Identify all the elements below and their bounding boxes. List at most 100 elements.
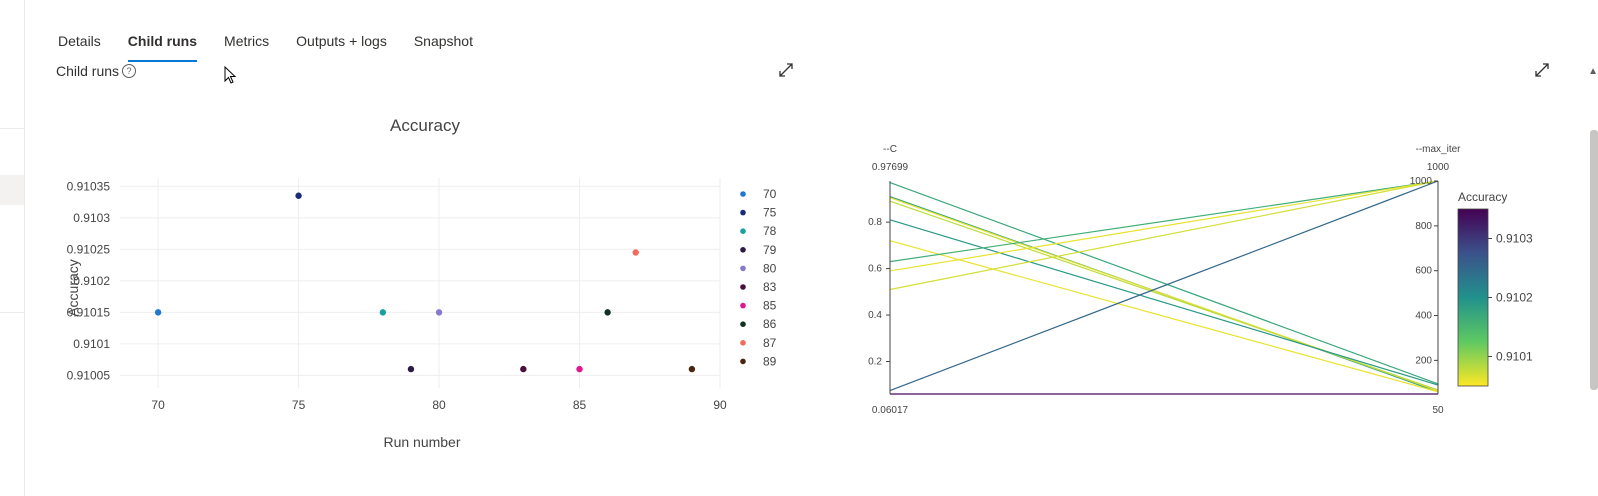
chart-grid — [120, 178, 721, 388]
x-tick-label: 85 — [573, 398, 587, 412]
legend-label[interactable]: 89 — [763, 354, 777, 368]
x-tick-label: 80 — [432, 398, 446, 412]
data-point-run-79[interactable] — [407, 365, 415, 373]
tab-snapshot[interactable]: Snapshot — [413, 33, 473, 49]
legend-marker — [740, 321, 746, 327]
colorbar-tick-label: 0.9102 — [1496, 291, 1533, 305]
x-axis-ticks: 70 75 80 85 90 — [151, 398, 727, 412]
x-tick-label: 75 — [292, 398, 306, 412]
question-circle-icon[interactable]: ? — [122, 64, 137, 78]
data-point-run-83[interactable] — [520, 365, 527, 373]
rail-divider — [0, 312, 24, 313]
axis-c-bottom-value: 0.06017 — [872, 405, 909, 416]
data-points — [154, 192, 696, 373]
data-point-run-85[interactable] — [576, 365, 583, 373]
tab-outputs-logs[interactable]: Outputs + logs — [296, 33, 387, 49]
run-tabs: Details Child runs Metrics Outputs + log… — [58, 30, 500, 62]
chart-title: Accuracy — [390, 116, 460, 135]
x-tick-label: 90 — [713, 398, 727, 412]
parcoords-line — [889, 240, 1439, 393]
legend-label[interactable]: 83 — [763, 280, 777, 294]
data-point-run-89[interactable] — [688, 365, 696, 373]
legend-label[interactable]: 75 — [763, 206, 777, 220]
axis-c-top-value: 0.97699 — [872, 162, 909, 173]
mouse-pointer-icon — [224, 66, 237, 84]
rail-selected-item[interactable] — [0, 175, 24, 205]
axis-c-title: --C — [883, 144, 897, 155]
x-tick-label: 70 — [151, 398, 165, 412]
y-tick-label: 0.9102 — [73, 274, 110, 288]
rail-divider — [0, 128, 24, 129]
y-tick-label: 0.91025 — [67, 242, 111, 256]
axis-c-tick-label: 0.2 — [868, 357, 882, 368]
legend-label[interactable]: 78 — [763, 224, 777, 238]
legend-marker — [740, 209, 746, 216]
legend-marker — [740, 265, 746, 272]
legend-marker — [740, 191, 746, 197]
data-point-run-70[interactable] — [154, 309, 162, 316]
y-tick-label: 0.9103 — [73, 211, 110, 225]
parcoords-line — [889, 180, 1439, 392]
expand-icon[interactable] — [778, 62, 794, 78]
legend-marker — [740, 340, 746, 346]
axis-c-tick-label: 0.4 — [868, 310, 882, 321]
axis-max-iter-top-value: 1000 — [1427, 162, 1450, 173]
parcoords-line — [889, 219, 1439, 386]
legend-marker — [740, 228, 746, 234]
axis-c-tick-label: 0.6 — [868, 264, 882, 275]
x-axis-label: Run number — [383, 434, 460, 450]
y-tick-label: 0.9101 — [73, 337, 110, 351]
y-tick-label: 0.91015 — [67, 305, 111, 319]
colorbar-ticks: 0.9103 0.9102 0.9101 — [1488, 232, 1533, 364]
y-tick-label: 0.91005 — [67, 368, 111, 382]
legend-label[interactable]: 79 — [763, 243, 777, 257]
colorbar-tick-label: 0.9101 — [1496, 350, 1533, 364]
y-tick-label: 0.91035 — [67, 179, 111, 193]
parcoords-line — [889, 180, 1439, 291]
legend-marker — [740, 302, 746, 309]
colorbar — [1457, 208, 1489, 387]
tab-metrics[interactable]: Metrics — [224, 33, 270, 49]
legend-marker — [740, 284, 746, 290]
parcoords-axis-ticks: 0.8 0.6 0.4 0.2 1000 800 600 400 200 — [868, 176, 1438, 368]
page-scrollbar[interactable] — [1590, 130, 1598, 390]
chart-legend: 70 75 78 79 80 83 85 86 87 89 — [740, 187, 777, 368]
legend-label[interactable]: 87 — [763, 336, 777, 350]
section-title: Child runs ? — [56, 63, 137, 79]
parcoords-line — [889, 180, 1439, 272]
legend-label[interactable]: 80 — [763, 261, 777, 275]
axis-max-iter-tick-label: 600 — [1415, 266, 1432, 277]
section-title-label: Child runs — [56, 63, 120, 79]
tab-details[interactable]: Details — [58, 33, 101, 49]
legend-label[interactable]: 70 — [763, 187, 777, 201]
parcoords-line — [889, 180, 1439, 263]
legend-marker — [740, 247, 746, 253]
tab-child-runs[interactable]: Child runs — [127, 30, 198, 62]
left-navigation-rail — [0, 0, 25, 496]
scroll-up-icon[interactable]: ▲ — [1588, 66, 1598, 77]
legend-marker — [740, 358, 746, 365]
data-point-run-86[interactable] — [604, 309, 611, 316]
y-axis-label: Accuracy — [65, 259, 81, 317]
colorbar-title: Accuracy — [1458, 190, 1507, 204]
axis-max-iter-tick-label: 400 — [1415, 311, 1432, 322]
colorbar-tick-label: 0.9103 — [1496, 232, 1533, 246]
data-point-run-75[interactable] — [295, 192, 302, 199]
axis-max-iter-tick-label: 800 — [1415, 221, 1432, 232]
axis-max-iter-tick-label: 1000 — [1410, 176, 1433, 187]
parcoords-lines — [889, 180, 1439, 395]
data-point-run-80[interactable] — [435, 309, 443, 316]
data-point-run-87[interactable] — [632, 249, 639, 256]
expand-icon[interactable] — [1534, 62, 1550, 78]
data-point-run-78[interactable] — [379, 309, 387, 316]
legend-label[interactable]: 86 — [763, 317, 777, 331]
y-axis-ticks: 0.91035 0.9103 0.91025 0.9102 0.91015 0.9101 0… — [67, 179, 111, 382]
axis-c-tick-label: 0.8 — [868, 217, 882, 228]
parcoords-line — [889, 182, 1439, 385]
axis-max-iter-bottom-value: 50 — [1432, 405, 1444, 416]
parallel-coordinates-chart: --C 0.97699 0.06017 --max_iter 1000 50 0… — [868, 144, 1533, 416]
legend-label[interactable]: 85 — [763, 299, 777, 313]
axis-max-iter-title: --max_iter — [1415, 144, 1461, 155]
parcoords-line — [889, 200, 1439, 391]
accuracy-scatter-chart: Accuracy 0.910350.91030.910250.91020.910… — [65, 116, 777, 450]
